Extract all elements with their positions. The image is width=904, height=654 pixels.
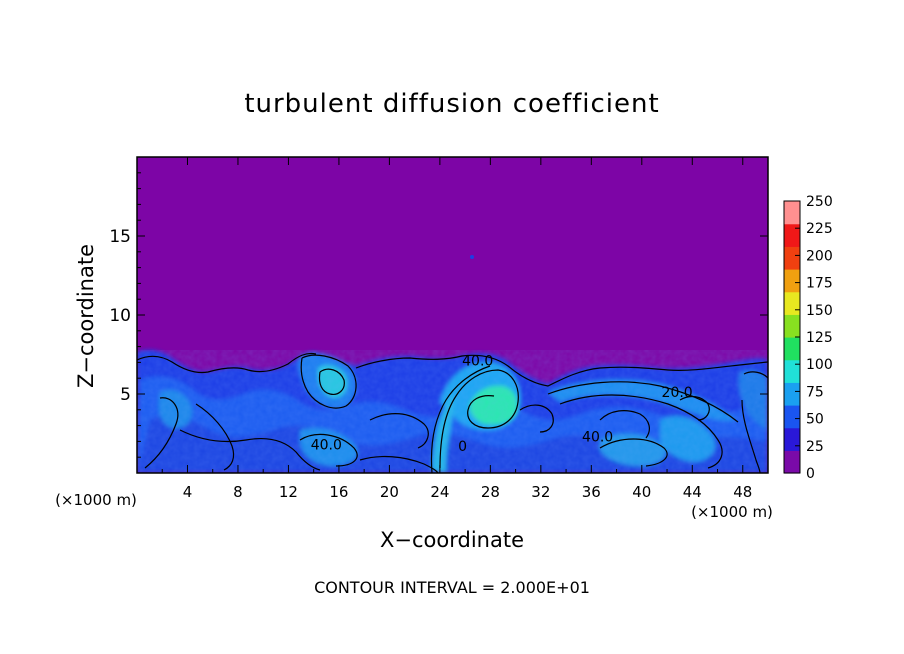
y-axis-label: Z−coordinate <box>74 244 98 388</box>
colorbar-segment <box>784 450 800 474</box>
colorbar: 0 25 50 75 100 125 150 175 200 225 250 <box>783 194 833 482</box>
colorbar-segment <box>784 405 800 429</box>
colorbar-segment <box>784 291 800 315</box>
contour-labels: 40.0 40.0 40.0 20.0 0 <box>311 354 693 455</box>
contour-label: 0 <box>458 439 467 455</box>
x-unit-right: (×1000 m) <box>691 503 773 521</box>
x-tick-label: 20 <box>380 483 399 501</box>
x-tick-label: 24 <box>430 483 449 501</box>
x-tick-label: 40 <box>632 483 651 501</box>
colorbar-segment <box>784 246 800 270</box>
contour-label: 20.0 <box>662 385 693 401</box>
colorbar-tick-label: 25 <box>806 439 824 455</box>
colorbar-tick-label: 50 <box>806 412 824 428</box>
colorbar-segment <box>784 359 800 383</box>
colorbar-tick-label: 225 <box>806 221 833 237</box>
x-tick-label: 48 <box>733 483 752 501</box>
colorbar-segment <box>784 427 800 451</box>
contour-label: 40.0 <box>311 437 342 453</box>
colorbar-tick-label: 75 <box>806 384 824 400</box>
x-tick-label: 16 <box>329 483 348 501</box>
plot-area: 40.0 40.0 40.0 20.0 0 <box>137 157 768 473</box>
colorbar-tick-label: 200 <box>806 248 833 264</box>
contour-interval-footer: CONTOUR INTERVAL = 2.000E+01 <box>314 578 590 597</box>
x-tick-label: 44 <box>683 483 702 501</box>
colorbar-tick-label: 150 <box>806 303 833 319</box>
colorbar-segment <box>784 337 800 361</box>
contour-label: 40.0 <box>582 429 613 445</box>
x-tick-label: 36 <box>582 483 601 501</box>
colorbar-tick-label: 175 <box>806 276 833 292</box>
x-unit-left: (×1000 m) <box>55 491 137 509</box>
colorbar-tick-label: 250 <box>806 194 833 210</box>
colorbar-tick-label: 100 <box>806 357 833 373</box>
colorbar-tick-label: 125 <box>806 330 833 346</box>
colorbar-segment <box>784 223 800 247</box>
x-tick-label: 28 <box>481 483 500 501</box>
contour-lines <box>137 352 768 473</box>
x-axis: 4 8 12 16 20 24 28 32 36 40 44 48 <box>161 157 752 501</box>
contour-label: 40.0 <box>462 354 493 370</box>
chart-title: turbulent diffusion coefficient <box>244 89 659 119</box>
x-tick-label: 32 <box>531 483 550 501</box>
colorbar-segment <box>784 314 800 338</box>
x-tick-label: 8 <box>233 483 243 501</box>
colorbar-segment <box>784 269 800 293</box>
y-tick-label: 10 <box>109 306 131 326</box>
x-axis-label: X−coordinate <box>380 528 524 552</box>
colorbar-segment <box>784 382 800 406</box>
y-tick-label: 15 <box>109 227 131 247</box>
speckle-point <box>470 255 474 259</box>
y-axis: 5 10 15 <box>109 172 768 458</box>
y-tick-label: 5 <box>120 385 131 405</box>
colorbar-tick-label: 0 <box>806 466 815 482</box>
x-tick-label: 4 <box>183 483 193 501</box>
x-tick-label: 12 <box>279 483 298 501</box>
colorbar-segment <box>784 201 800 225</box>
